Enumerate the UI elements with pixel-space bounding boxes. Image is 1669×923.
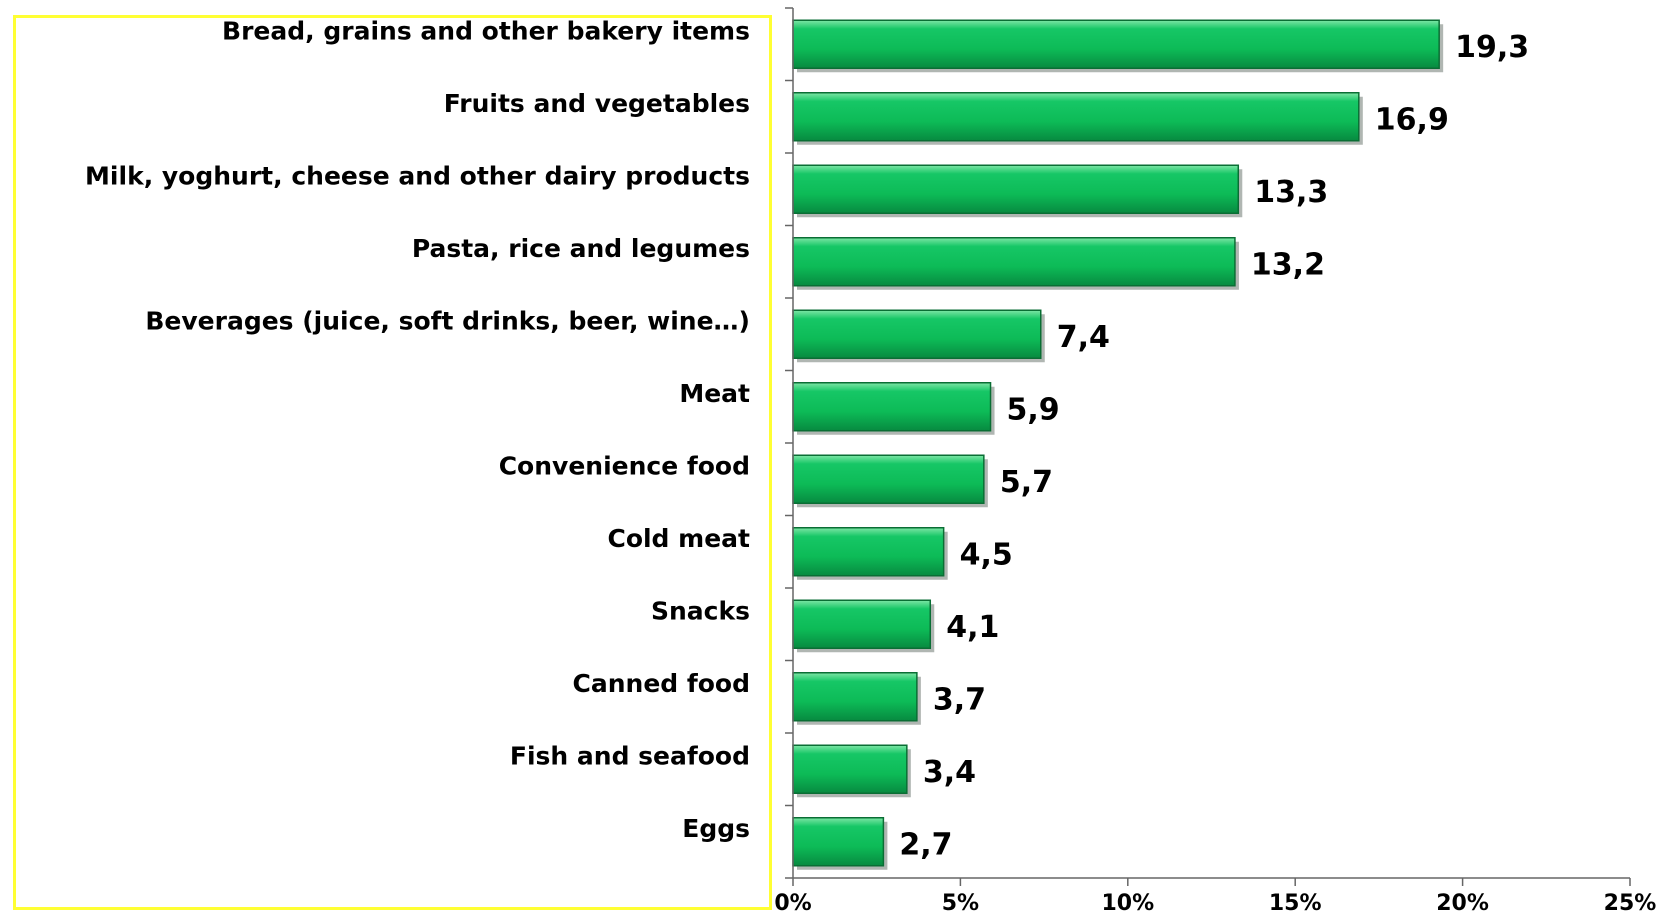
bar: [792, 382, 992, 432]
bars-layer: [792, 19, 1444, 870]
category-label: Fish and seafood: [510, 741, 750, 770]
data-label: 4,5: [960, 537, 1013, 572]
x-tick-label: 20%: [1436, 891, 1489, 916]
bar: [792, 237, 1236, 287]
bar: [792, 309, 1042, 359]
category-label: Eggs: [682, 814, 750, 843]
data-label: 16,9: [1375, 102, 1449, 137]
data-label: 5,9: [1007, 392, 1060, 427]
x-tick-label: 5%: [942, 891, 979, 916]
x-tick-label: 10%: [1101, 891, 1154, 916]
data-label: 4,1: [946, 610, 999, 645]
bar: [792, 744, 908, 794]
data-label: 3,7: [933, 682, 986, 717]
bar: [792, 164, 1240, 214]
category-label: Convenience food: [499, 451, 750, 480]
data-label: 5,7: [1000, 465, 1053, 500]
data-label: 7,4: [1057, 320, 1110, 355]
data-label: 2,7: [899, 827, 952, 862]
x-tick-label: 0%: [774, 891, 811, 916]
category-label: Pasta, rice and legumes: [412, 234, 750, 263]
bar: [792, 527, 945, 577]
category-label-frame: [13, 15, 772, 910]
bar: [792, 454, 985, 504]
category-label: Beverages (juice, soft drinks, beer, win…: [145, 306, 750, 335]
category-label: Fruits and vegetables: [444, 89, 750, 118]
category-label: Milk, yoghurt, cheese and other dairy pr…: [85, 161, 750, 190]
labels-layer: Bread, grains and other bakery items 19,3…: [85, 16, 1656, 916]
x-tick-label: 25%: [1604, 891, 1657, 916]
category-label: Cold meat: [607, 524, 750, 553]
data-label: 19,3: [1455, 30, 1529, 65]
x-tick-label: 15%: [1269, 891, 1322, 916]
axes: [785, 7, 1631, 886]
data-label: 13,2: [1251, 247, 1325, 282]
category-label: Snacks: [651, 596, 750, 625]
bar: [792, 672, 918, 722]
bar: [792, 92, 1360, 142]
data-label: 3,4: [923, 755, 976, 790]
bar: [792, 817, 885, 867]
bar: [792, 19, 1440, 69]
bar: [792, 599, 932, 649]
category-label: Canned food: [573, 669, 751, 698]
category-label: Bread, grains and other bakery items: [222, 16, 750, 45]
data-label: 13,3: [1254, 175, 1328, 210]
category-label: Meat: [679, 379, 750, 408]
